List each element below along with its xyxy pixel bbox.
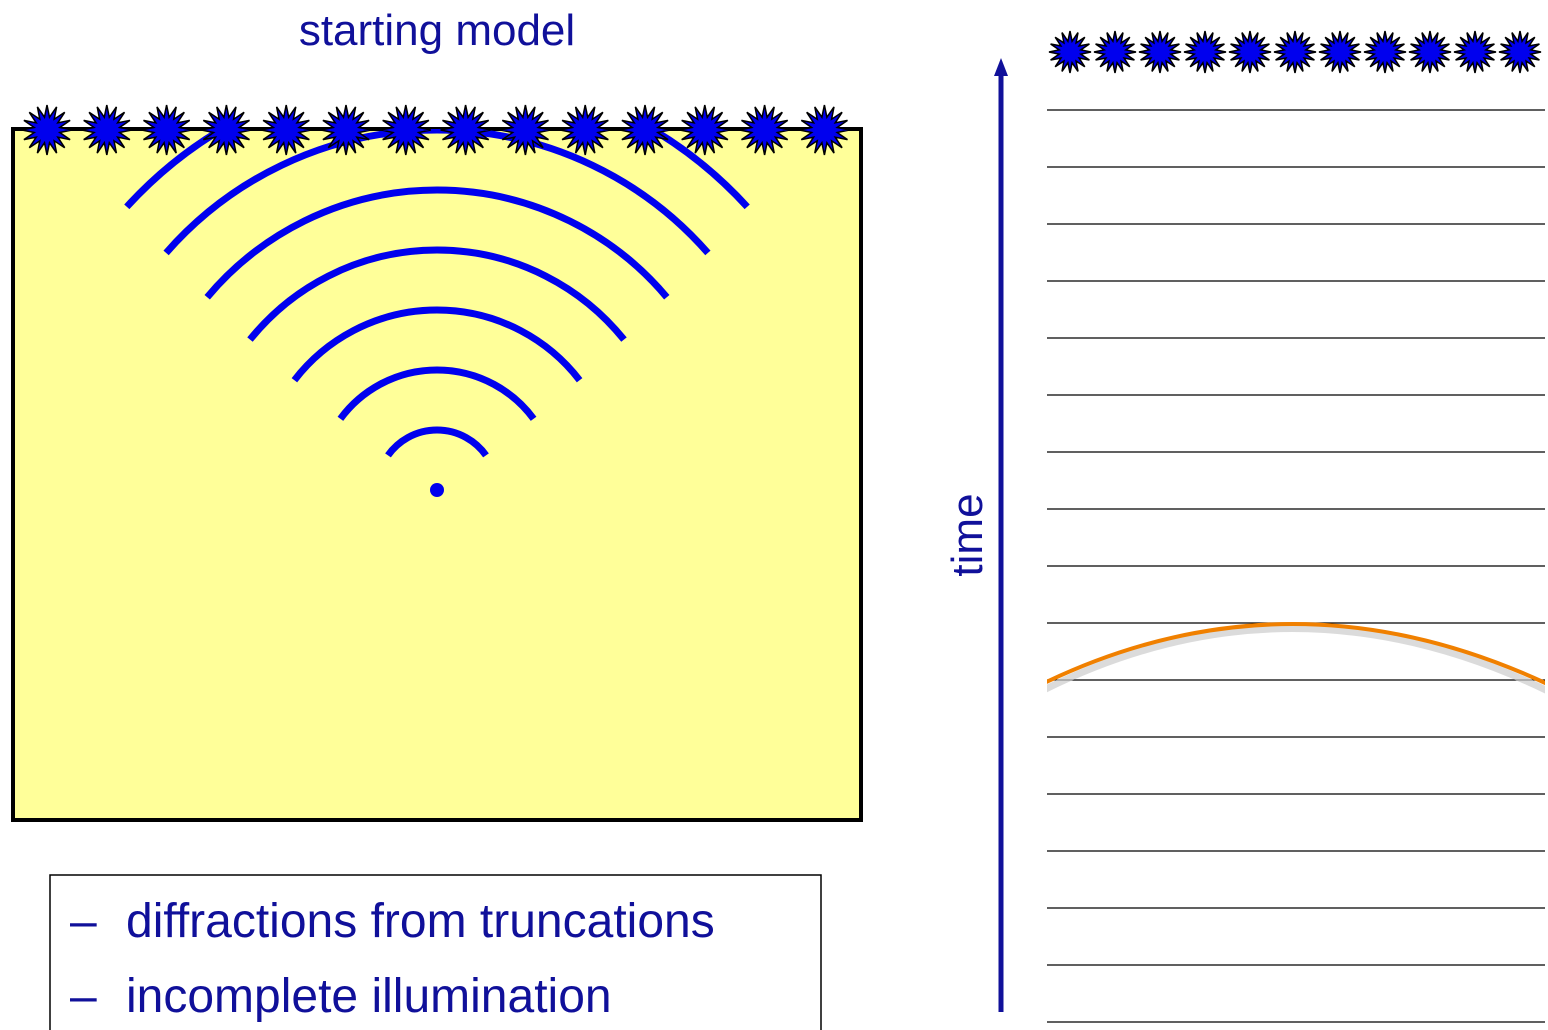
star	[500, 105, 550, 155]
star	[740, 105, 790, 155]
diagram: starting model – diffractions from trunc…	[0, 0, 1548, 1030]
star	[620, 105, 670, 155]
star	[1364, 31, 1406, 73]
event-shadow	[1030, 629, 1548, 698]
star	[441, 105, 491, 155]
bullet-marker: –	[70, 895, 97, 948]
star	[1274, 31, 1316, 73]
star	[22, 105, 72, 155]
star	[1139, 31, 1181, 73]
star	[201, 105, 251, 155]
diffraction-event	[1030, 624, 1548, 697]
star	[261, 105, 311, 155]
axis-arrowhead	[994, 58, 1008, 76]
page: starting model – diffractions from trunc…	[0, 0, 1548, 1030]
diffractor-point	[430, 483, 444, 497]
star	[321, 105, 371, 155]
star	[142, 105, 192, 155]
bullet-text: incomplete illumination	[126, 970, 612, 1023]
bullet-marker: –	[70, 970, 97, 1023]
star	[1319, 31, 1361, 73]
star	[1229, 31, 1271, 73]
star	[1409, 31, 1451, 73]
star	[1454, 31, 1496, 73]
model-box	[13, 129, 861, 820]
traces	[1047, 110, 1545, 1022]
star	[1094, 31, 1136, 73]
star	[1499, 31, 1541, 73]
bullet-text: diffractions from truncations	[126, 895, 715, 948]
star	[381, 105, 431, 155]
star	[1049, 31, 1091, 73]
star	[1184, 31, 1226, 73]
title: starting model	[299, 6, 575, 55]
star	[82, 105, 132, 155]
star	[799, 105, 849, 155]
star	[560, 105, 610, 155]
axis-label: time	[943, 493, 992, 576]
star	[680, 105, 730, 155]
receiver-row	[1049, 31, 1541, 73]
